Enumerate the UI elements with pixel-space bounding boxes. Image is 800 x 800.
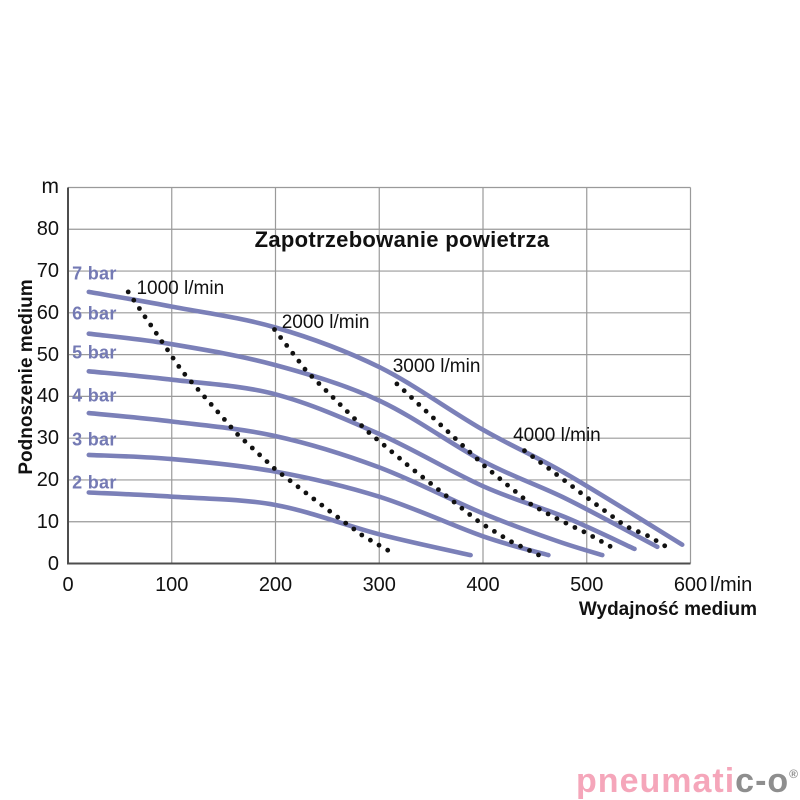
x-axis-label: Wydajność medium (578, 599, 757, 620)
x-tick-0: 0 (62, 574, 74, 596)
dotted-label-3000: 3000 l/min (392, 356, 481, 378)
x-tick-500: 500 (570, 574, 604, 596)
curve-label-7bar: 7 bar (72, 263, 117, 284)
x-tick-400: 400 (466, 574, 500, 596)
x-tick-600: 600 (673, 574, 708, 596)
y-tick-0: 0 (47, 552, 59, 575)
y-tick-10: 10 (36, 510, 59, 533)
dotted-label-1000: 1000 l/min (136, 277, 225, 299)
x-tick-100: 100 (155, 574, 189, 596)
logo-text-gray: c-o (735, 762, 790, 800)
y-tick-40: 40 (36, 385, 59, 408)
x-tick-300: 300 (362, 574, 396, 596)
brand-logo: pneumatic-o® (576, 757, 798, 798)
y-axis-label: Podnoszenie medium (16, 279, 37, 475)
registered-mark: ® (789, 767, 798, 781)
y-tick-70: 70 (36, 260, 59, 283)
y-tick-80: 80 (36, 218, 59, 241)
y-axis-unit: m (41, 175, 60, 198)
chart-plot-area (67, 186, 692, 565)
chart-title: Zapotrzebowanie powietrza (254, 227, 550, 252)
y-tick-20: 20 (36, 468, 59, 491)
curve-label-5bar: 5 bar (72, 342, 117, 363)
dotted-label-2000: 2000 l/min (281, 312, 370, 334)
y-tick-60: 60 (36, 301, 59, 324)
y-tick-50: 50 (36, 343, 59, 366)
x-tick-200: 200 (258, 574, 293, 596)
logo-text-pink: pneumati (576, 762, 736, 800)
curve-label-2bar: 2 bar (72, 472, 117, 493)
curve-label-4bar: 4 bar (72, 385, 117, 406)
curve-label-3bar: 3 bar (72, 429, 117, 450)
x-axis-unit: l/min (710, 574, 753, 596)
dotted-label-4000: 4000 l/min (513, 425, 601, 447)
y-tick-30: 30 (36, 427, 59, 450)
curve-label-6bar: 6 bar (72, 303, 117, 324)
